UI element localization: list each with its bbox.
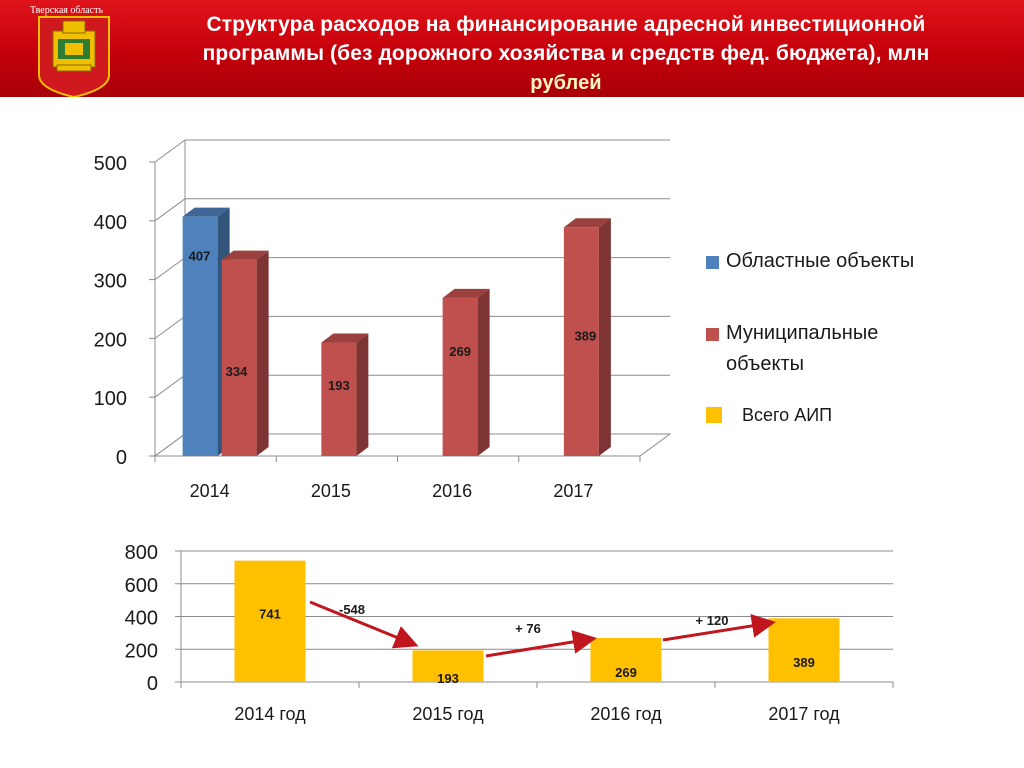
legend-swatch-blue bbox=[706, 256, 719, 269]
y-tick-label: 0 bbox=[116, 447, 127, 469]
region-label: Тверская область bbox=[30, 5, 104, 16]
bar-municipal-top bbox=[442, 288, 490, 298]
bar-total bbox=[234, 560, 306, 682]
x-tick-label: 2016 год bbox=[590, 704, 662, 724]
change-label: -548 bbox=[339, 602, 365, 617]
gridline-depth bbox=[154, 374, 186, 398]
bar-municipal-front bbox=[321, 342, 357, 456]
y-tick-label: 800 bbox=[125, 542, 158, 564]
bar-municipal-front bbox=[221, 259, 257, 456]
change-arrow bbox=[309, 600, 419, 649]
data-label-total: 741 bbox=[259, 607, 281, 622]
data-label-municipal: 269 bbox=[449, 344, 471, 359]
data-label-total: 389 bbox=[793, 655, 815, 670]
gridline-depth bbox=[154, 139, 186, 163]
bar-municipal-top bbox=[321, 333, 369, 343]
change-arrow bbox=[485, 630, 597, 658]
chart-floor bbox=[153, 433, 672, 457]
bar-municipal-side bbox=[356, 333, 369, 456]
y-tick-label: 200 bbox=[94, 329, 127, 351]
x-tick-label: 2014 bbox=[190, 481, 230, 501]
change-label: + 76 bbox=[515, 621, 541, 636]
y-tick-label: 300 bbox=[94, 271, 127, 293]
title-line-1: Структура расходов на финансирование адр… bbox=[206, 13, 926, 36]
x-tick-label: 2015 bbox=[311, 481, 351, 501]
data-label-regional: 407 bbox=[189, 249, 211, 264]
bar-municipal-front bbox=[563, 227, 599, 456]
y-tick-label: 600 bbox=[125, 575, 158, 597]
y-tick-label: 100 bbox=[94, 388, 127, 410]
y-tick-label: 500 bbox=[94, 153, 127, 175]
page-title: Структура расходов на финансирование адр… bbox=[116, 10, 1016, 97]
change-label: + 120 bbox=[696, 613, 729, 628]
legend-label-regional: Областные объекты bbox=[726, 250, 915, 272]
bar-municipal-front bbox=[442, 297, 478, 456]
x-tick-label: 2017 bbox=[553, 481, 593, 501]
bar-total bbox=[412, 650, 484, 682]
y-tick-label: 200 bbox=[125, 640, 158, 662]
x-tick-label: 2017 год bbox=[768, 704, 840, 724]
change-arrow bbox=[662, 613, 776, 642]
bar-regional-top bbox=[182, 207, 230, 217]
coat-of-arms-icon bbox=[38, 16, 110, 99]
title-line-3: рублей bbox=[530, 72, 602, 94]
bar-municipal-top bbox=[221, 250, 269, 260]
bar-municipal-side bbox=[256, 250, 269, 456]
legend-swatch-red bbox=[706, 328, 719, 341]
y-tick-label: 400 bbox=[125, 608, 158, 630]
data-label-total: 269 bbox=[615, 665, 637, 680]
emblem bbox=[27, 3, 121, 99]
x-tick-label: 2014 год bbox=[234, 704, 306, 724]
bar-municipal-side bbox=[598, 218, 611, 456]
legend-label-municipal-1: Муниципальные bbox=[726, 322, 879, 344]
data-label-municipal: 334 bbox=[226, 364, 248, 379]
gridline-depth bbox=[154, 257, 186, 281]
gridline-depth bbox=[154, 315, 186, 339]
bar-regional-front bbox=[182, 216, 218, 456]
chart-by-object-type: 0 100 200 300 400 500 2014 2015 2016 2017 407 334 19… bbox=[94, 139, 672, 501]
legend-swatch-yellow bbox=[706, 407, 722, 423]
x-tick-label: 2015 год bbox=[412, 704, 484, 724]
bar-municipal bbox=[321, 333, 369, 456]
bar-municipal-top bbox=[563, 218, 611, 228]
legend-label-municipal-2: объекты bbox=[726, 353, 805, 375]
data-label-municipal: 193 bbox=[328, 378, 350, 393]
title-line-2: программы (без дорожного хозяйства и сре… bbox=[202, 42, 930, 65]
y-tick-label: 400 bbox=[94, 212, 127, 234]
bar-municipal bbox=[442, 288, 490, 456]
bar-total bbox=[590, 637, 662, 682]
gridline-depth bbox=[154, 198, 186, 222]
x-tick-label: 2016 bbox=[432, 481, 472, 501]
header-band: Тверская область Структура расходов на ф… bbox=[0, 0, 1024, 99]
bar-municipal bbox=[221, 250, 269, 456]
bar-municipal bbox=[563, 218, 611, 456]
chart-total-aip: 0 200 400 600 800 741 2014 год 193 2015 год 269 20… bbox=[125, 542, 894, 724]
legend-label-total: Всего АИП bbox=[742, 405, 833, 425]
bar-total bbox=[768, 618, 840, 682]
y-tick-label: 0 bbox=[147, 673, 158, 695]
bar-municipal-side bbox=[477, 288, 490, 456]
data-label-municipal: 389 bbox=[575, 328, 597, 343]
data-label-total: 193 bbox=[437, 671, 459, 686]
